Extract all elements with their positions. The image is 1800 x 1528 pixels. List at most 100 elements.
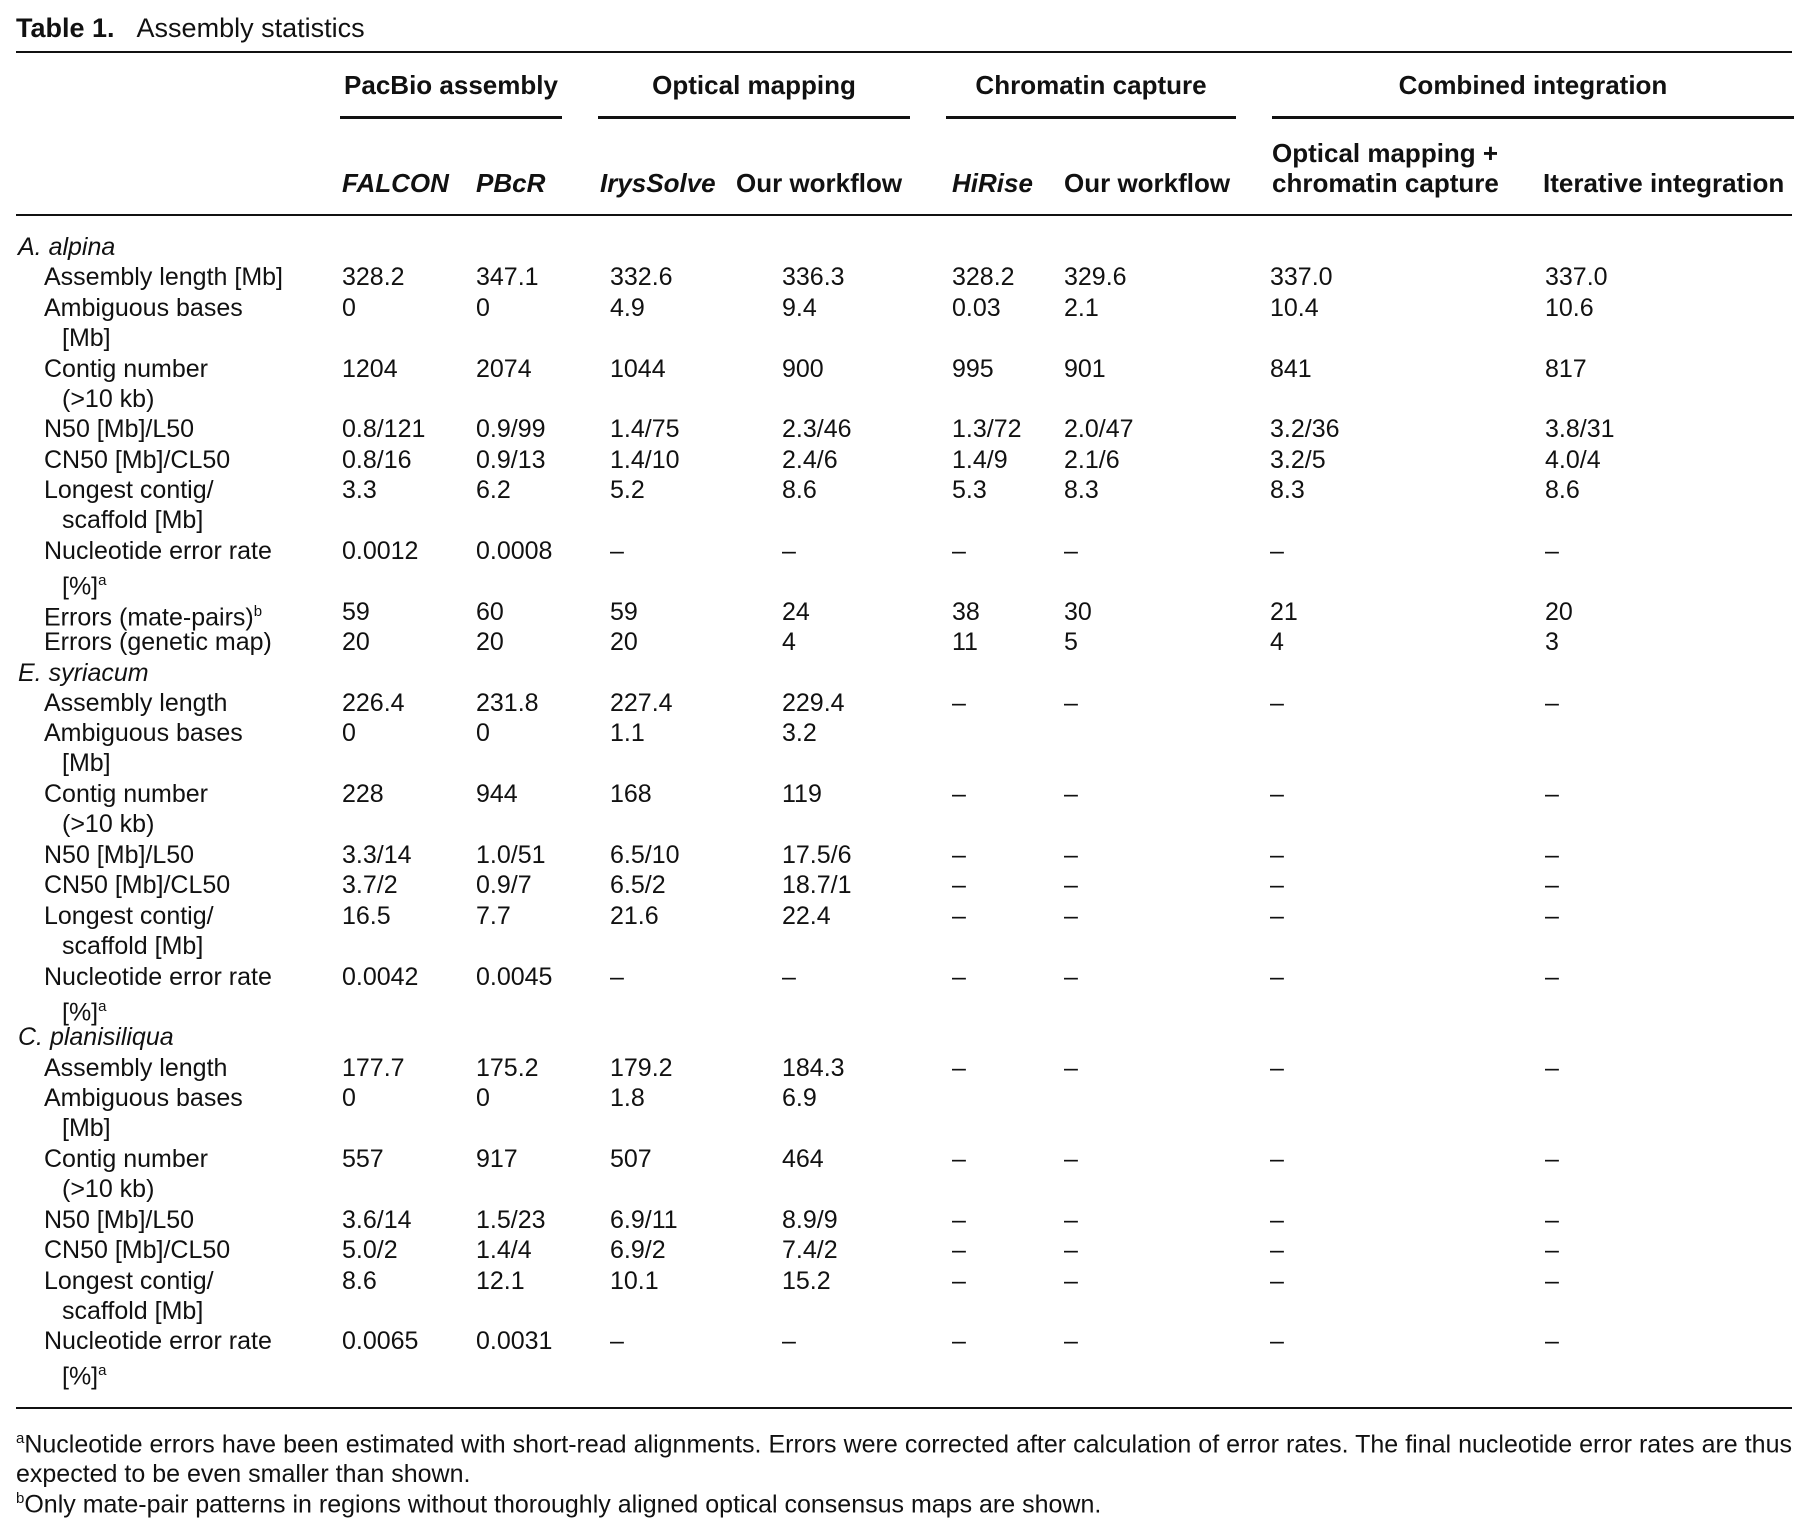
table-cell: – bbox=[1545, 537, 1559, 565]
table-cell: – bbox=[1270, 841, 1284, 869]
table-cell: 8.6 bbox=[782, 476, 817, 505]
table-cell: – bbox=[782, 537, 796, 565]
metric-label-text: Nucleotide error rate bbox=[44, 962, 272, 991]
table-cell: 0.0045 bbox=[476, 962, 553, 991]
table-cell: 0 bbox=[342, 719, 356, 748]
metric-label: Contig number (>10 kb) bbox=[44, 1144, 208, 1204]
table-cell: 8.6 bbox=[342, 1266, 377, 1295]
table-cell: 0 bbox=[476, 1084, 490, 1113]
table-cell: 3.7/2 bbox=[342, 871, 398, 900]
metric-label-text: scaffold [Mb] bbox=[62, 931, 204, 960]
table-cell: 0.0042 bbox=[342, 962, 419, 991]
metric-label: CN50 [Mb]/CL50 bbox=[44, 445, 230, 475]
table-cell: 168 bbox=[610, 780, 652, 809]
table-cell: – bbox=[1270, 871, 1284, 900]
table-cell: 6.9/2 bbox=[610, 1236, 666, 1265]
table-cell: – bbox=[952, 1145, 966, 1173]
header-rule bbox=[16, 214, 1792, 216]
table-cell: – bbox=[1064, 1266, 1078, 1295]
table-cell: 3.8/31 bbox=[1545, 415, 1615, 444]
column-header: PBcR bbox=[476, 168, 546, 198]
table-cell: 0.9/7 bbox=[476, 871, 532, 900]
table-cell: – bbox=[1270, 1327, 1284, 1356]
footnote-mark: b bbox=[253, 602, 263, 620]
table-cell: – bbox=[952, 537, 966, 565]
table-cell: 841 bbox=[1270, 354, 1312, 383]
table-cell: 557 bbox=[342, 1145, 384, 1173]
column-header: HiRise bbox=[952, 168, 1033, 198]
table-cell: – bbox=[1270, 901, 1284, 930]
table-cell: 328.2 bbox=[342, 263, 405, 292]
metric-label-text: scaffold [Mb] bbox=[62, 1296, 204, 1325]
metric-label-text: [Mb] bbox=[62, 323, 111, 352]
table-cell: 18.7/1 bbox=[782, 871, 852, 900]
table-cell: 21.6 bbox=[610, 901, 659, 930]
table-cell: 5.0/2 bbox=[342, 1236, 398, 1265]
table-cell: 227.4 bbox=[610, 689, 673, 717]
table-cell: 3.2/36 bbox=[1270, 415, 1340, 444]
metric-label-text: Contig number bbox=[44, 780, 208, 809]
table-cell: 0.9/13 bbox=[476, 445, 546, 474]
table-cell: 5.2 bbox=[610, 476, 645, 505]
group-header: PacBio assembly bbox=[344, 70, 558, 100]
table-cell: – bbox=[610, 1327, 624, 1356]
table-cell: 119 bbox=[782, 780, 822, 809]
table-cell: 817 bbox=[1545, 354, 1587, 383]
table-cell: 0.0065 bbox=[342, 1327, 419, 1356]
table-cell: 17.5/6 bbox=[782, 841, 852, 869]
table-cell: – bbox=[1270, 1053, 1284, 1082]
table-number: Table 1. bbox=[16, 13, 115, 43]
bottom-rule bbox=[16, 1407, 1792, 1409]
table-cell: – bbox=[1545, 901, 1559, 930]
table-cell: 0.8/16 bbox=[342, 445, 412, 474]
table-cell: 20 bbox=[1545, 597, 1573, 626]
table-cell: 30 bbox=[1064, 597, 1092, 626]
metric-label-text: (>10 kb) bbox=[62, 810, 155, 839]
table-cell: 1.3/72 bbox=[952, 415, 1022, 444]
metric-label-text: (>10 kb) bbox=[62, 384, 155, 413]
metric-label-text: Contig number bbox=[44, 1145, 208, 1173]
metric-label-text: Assembly length bbox=[44, 1053, 228, 1082]
table-cell: 901 bbox=[1064, 354, 1106, 383]
metric-label: Longest contig/scaffold [Mb] bbox=[44, 1266, 214, 1326]
table-cell: 0.0031 bbox=[476, 1327, 553, 1356]
table-cell: – bbox=[952, 1266, 966, 1295]
footnote-text: Only mate-pair patterns in regions witho… bbox=[24, 1490, 1102, 1519]
table-cell: – bbox=[1064, 537, 1078, 565]
metric-label: CN50 [Mb]/CL50 bbox=[44, 870, 230, 900]
table-cell: – bbox=[1064, 1236, 1078, 1265]
metric-label: Contig number (>10 kb) bbox=[44, 354, 208, 414]
table-cell: 900 bbox=[782, 354, 824, 383]
metric-label: Errors (genetic map) bbox=[44, 627, 272, 657]
metric-label-text: Errors (genetic map) bbox=[44, 628, 272, 657]
column-header-line: chromatin capture bbox=[1272, 168, 1499, 198]
column-header: IrysSolve bbox=[600, 168, 716, 198]
table-cell: 1.4/10 bbox=[610, 445, 680, 474]
table-cell: 7.4/2 bbox=[782, 1236, 838, 1265]
table-cell: 328.2 bbox=[952, 263, 1015, 292]
table-cell: – bbox=[1545, 1145, 1559, 1173]
table-cell: 6.9/11 bbox=[610, 1205, 678, 1234]
table-cell: 184.3 bbox=[782, 1053, 845, 1082]
metric-label-text: Longest contig/ bbox=[44, 476, 214, 505]
table-cell: – bbox=[952, 1327, 966, 1356]
table-cell: 20 bbox=[610, 628, 638, 657]
metric-label: Nucleotide error rate [%]a bbox=[44, 1326, 272, 1391]
metric-label: Assembly length bbox=[44, 688, 227, 718]
metric-label-text: Errors (mate-pairs) bbox=[44, 603, 254, 632]
table-cell: – bbox=[1545, 689, 1559, 717]
metric-label-text: CN50 [Mb]/CL50 bbox=[44, 871, 231, 900]
footnote-mark: b bbox=[16, 1490, 25, 1507]
table-cell: 3.3 bbox=[342, 476, 377, 505]
table-cell: – bbox=[1270, 962, 1284, 991]
column-header: Our workflow bbox=[1064, 168, 1231, 198]
table-cell: 6.5/10 bbox=[610, 841, 680, 869]
table-cell: – bbox=[1064, 1205, 1078, 1234]
table-cell: 464 bbox=[782, 1145, 824, 1173]
table-cell: 1.4/75 bbox=[610, 415, 680, 444]
metric-label-text: CN50 [Mb]/CL50 bbox=[44, 445, 231, 474]
table-cell: 229.4 bbox=[782, 689, 845, 717]
group-rule bbox=[598, 116, 910, 119]
table-cell: 24 bbox=[782, 597, 810, 626]
